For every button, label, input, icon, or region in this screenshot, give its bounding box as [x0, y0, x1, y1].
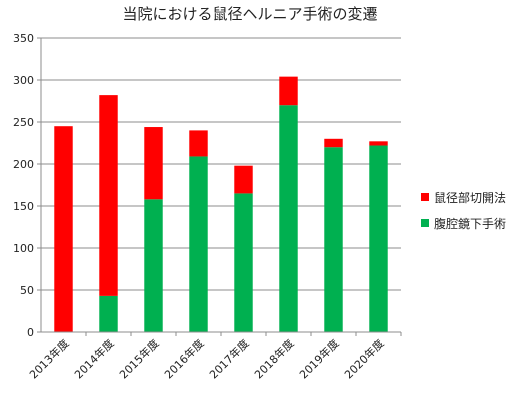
- y-tick-label: 100: [13, 242, 34, 255]
- bar-segment: [324, 147, 343, 332]
- bar-segment: [144, 199, 163, 332]
- y-tick-label: 150: [13, 200, 34, 213]
- bar-segment: [279, 76, 298, 106]
- bar-segment: [234, 193, 253, 332]
- bar-segment: [369, 145, 388, 332]
- x-tick-label: 2020年度: [341, 336, 386, 381]
- x-tick-label: 2013年度: [26, 336, 71, 381]
- bar-segment: [189, 130, 208, 157]
- y-tick-label: 350: [13, 32, 34, 45]
- y-tick-label: 250: [13, 116, 34, 129]
- bar-segment: [54, 126, 73, 332]
- chart-title: 当院における鼠径ヘルニア手術の変遷: [122, 5, 377, 23]
- bar-segment: [189, 156, 208, 332]
- bar-segment: [369, 141, 388, 146]
- legend-label: 腹腔鏡下手術: [434, 216, 506, 231]
- x-tick-label: 2019年度: [296, 336, 341, 381]
- x-tick-label: 2017年度: [206, 336, 251, 381]
- legend-swatch: [421, 219, 429, 227]
- bar-segment: [279, 105, 298, 332]
- gridlines: [41, 37, 401, 333]
- bars: [54, 76, 388, 332]
- bar-segment: [99, 295, 118, 332]
- x-tick-label: 2015年度: [116, 336, 161, 381]
- bar-segment: [234, 165, 253, 194]
- x-tick-label: 2014年度: [71, 336, 116, 381]
- y-tick-label: 50: [20, 284, 34, 297]
- bar-segment: [324, 138, 343, 148]
- legend-label: 鼠径部切開法: [434, 190, 506, 205]
- bar-segment: [144, 127, 163, 200]
- bar-segment: [99, 95, 118, 296]
- y-tick-label: 200: [13, 158, 34, 171]
- y-tick-label: 0: [27, 326, 34, 339]
- x-tick-label: 2016年度: [161, 336, 206, 381]
- x-tick-label: 2018年度: [251, 336, 296, 381]
- y-tick-label: 300: [13, 74, 34, 87]
- legend-swatch: [421, 193, 429, 201]
